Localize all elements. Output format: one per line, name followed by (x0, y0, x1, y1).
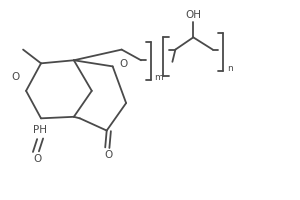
Text: m: m (154, 73, 162, 82)
Text: PH: PH (32, 125, 46, 135)
Text: O: O (119, 59, 128, 69)
Text: O: O (33, 154, 41, 164)
Text: O: O (11, 72, 20, 82)
Text: O: O (104, 150, 112, 160)
Text: n: n (227, 64, 233, 73)
Text: OH: OH (185, 10, 201, 20)
